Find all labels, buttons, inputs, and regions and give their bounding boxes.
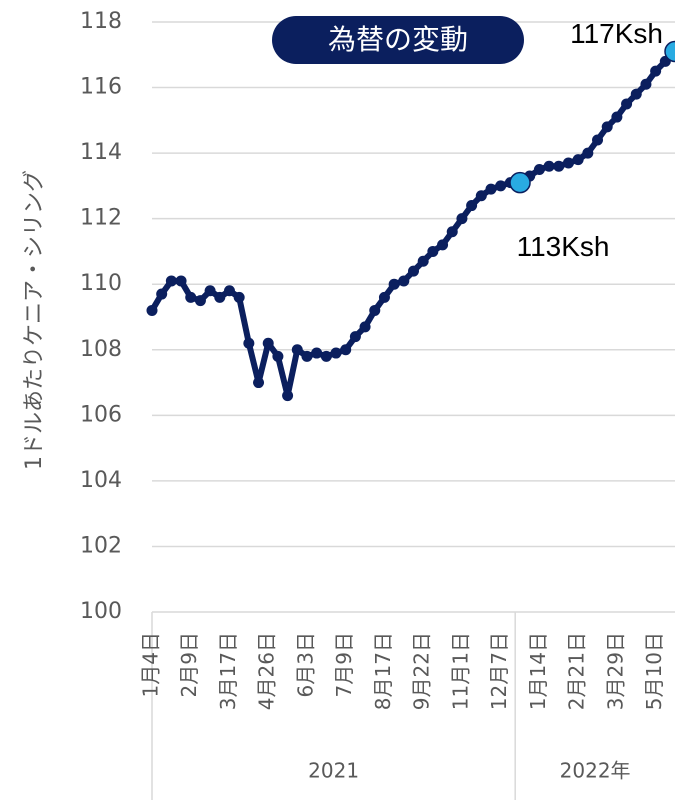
- marker: [466, 200, 478, 212]
- marker: [262, 337, 274, 349]
- marker: [485, 183, 497, 195]
- marker: [185, 291, 197, 303]
- line: [149, 49, 675, 399]
- marker: [243, 337, 255, 349]
- marker: [291, 344, 303, 356]
- marker: [533, 164, 545, 175]
- marker: [601, 121, 613, 133]
- marker: [456, 213, 468, 225]
- x-tick-label: 6月3日: [293, 632, 317, 697]
- marker: [369, 304, 381, 316]
- marker: [408, 265, 419, 277]
- x-tick-label: 7月9日: [332, 632, 356, 697]
- x-tick-label: 2月9日: [177, 632, 201, 697]
- y-tick-label: 102: [80, 533, 122, 558]
- marker: [475, 190, 487, 202]
- group-label: 2021: [308, 759, 359, 783]
- y-tick-label: 104: [80, 468, 122, 493]
- highlight-marker: [509, 171, 531, 194]
- marker: [553, 160, 565, 172]
- y-tick-label: 110: [80, 271, 122, 296]
- marker: [320, 350, 332, 362]
- marker: [272, 350, 284, 362]
- marker: [388, 278, 400, 290]
- y-tick-label: 112: [80, 206, 122, 231]
- x-tick-label: 3月17日: [216, 632, 240, 710]
- marker: [398, 275, 410, 287]
- marker: [562, 157, 574, 169]
- marker: [611, 111, 623, 123]
- highlight-marker: [664, 40, 675, 63]
- marker: [340, 344, 352, 356]
- marker: [165, 275, 177, 287]
- marker: [378, 291, 390, 303]
- marker: [156, 288, 168, 300]
- marker: [253, 377, 265, 389]
- x-tick-label: 9月22日: [410, 632, 434, 710]
- marker: [214, 291, 226, 303]
- marker: [621, 98, 633, 110]
- marker: [582, 147, 594, 159]
- marker: [359, 321, 371, 333]
- marker: [495, 180, 507, 192]
- marker: [349, 331, 361, 343]
- x-tick-label: 11月1日: [448, 632, 472, 710]
- group-label: 2022年: [560, 759, 631, 783]
- x-tick-label: 2月21日: [565, 632, 589, 710]
- y-axis-label: 1ドルあたりケニア・シリング: [22, 170, 47, 470]
- x-tick-label: 8月17日: [371, 632, 395, 710]
- y-tick-label: 100: [80, 599, 122, 624]
- marker: [175, 275, 187, 287]
- x-tick-label: 3月29日: [603, 632, 627, 710]
- marker: [437, 239, 449, 251]
- y-tick-label: 108: [80, 337, 122, 362]
- y-tick-label: 106: [80, 402, 122, 427]
- marker: [330, 347, 342, 359]
- marker: [223, 285, 235, 297]
- marker: [650, 65, 662, 77]
- y-tick-label: 118: [80, 9, 122, 34]
- marker: [311, 347, 323, 359]
- marker: [204, 285, 216, 297]
- marker: [417, 255, 429, 267]
- marker: [592, 134, 604, 146]
- marker: [640, 78, 652, 90]
- x-tick-label: 4月26日: [255, 632, 279, 710]
- annotation: 117Ksh: [570, 18, 663, 49]
- marker: [543, 160, 555, 172]
- marker: [233, 291, 245, 303]
- annotation: 113Ksh: [517, 231, 610, 262]
- chart-title: 為替の変動: [328, 23, 468, 56]
- marker: [572, 154, 584, 166]
- x-tick-label: 5月10日: [642, 632, 666, 710]
- x-tick-label: 1月4日: [139, 632, 163, 697]
- x-tick-label: 1月14日: [526, 632, 550, 710]
- marker: [282, 390, 294, 402]
- marker: [301, 350, 313, 362]
- y-tick-label: 116: [80, 75, 122, 100]
- marker: [427, 245, 439, 257]
- y-tick-label: 114: [80, 140, 122, 165]
- marker: [194, 295, 206, 307]
- marker: [630, 88, 642, 100]
- title-background: [272, 16, 524, 64]
- x-tick-label: 12月7日: [487, 632, 511, 710]
- marker: [446, 226, 458, 238]
- marker: [146, 304, 158, 316]
